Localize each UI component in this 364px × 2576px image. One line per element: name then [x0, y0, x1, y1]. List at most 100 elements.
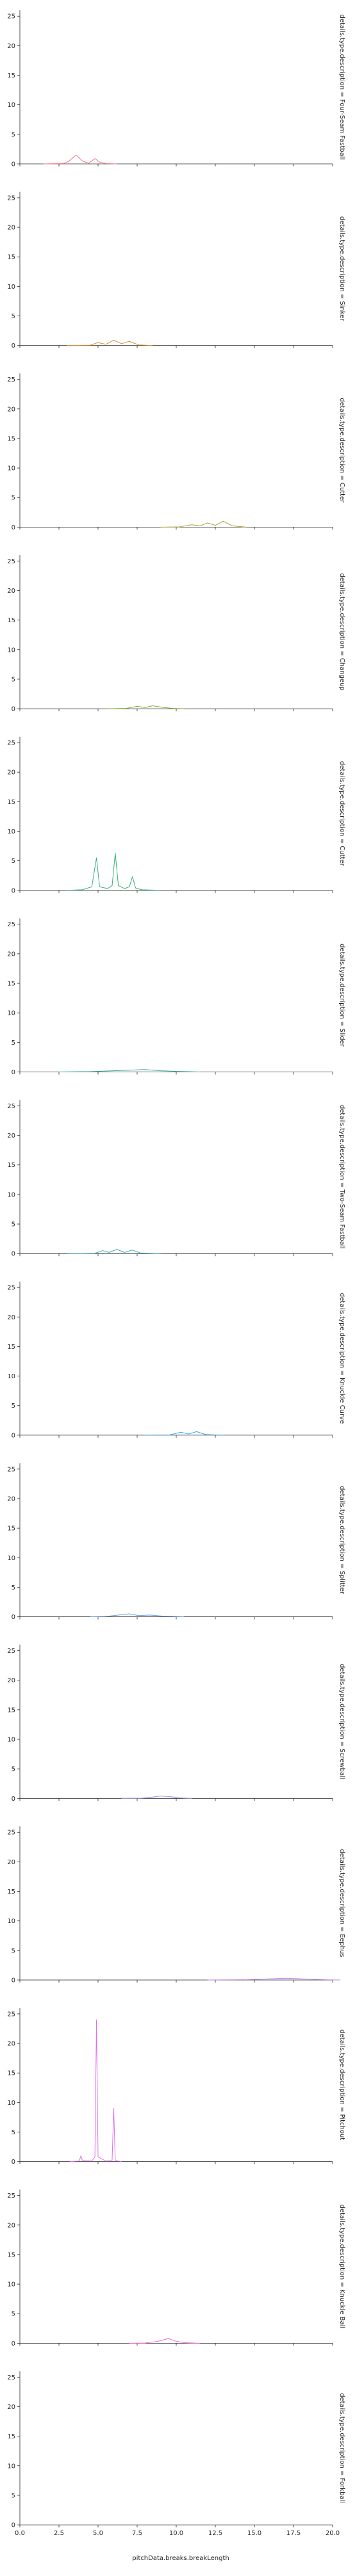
y-tick-label: 10	[7, 2463, 15, 2470]
x-tick-label: 2.5	[54, 2530, 64, 2537]
y-tick-label: 15	[7, 2251, 15, 2258]
y-tick-label: 20	[7, 2041, 15, 2048]
facet-panel: 0 5 10 15 20 25 details.type.description = Pit…	[7, 2008, 345, 2166]
facet-title: details.type.description = Cutter	[338, 761, 345, 867]
y-tick-label: 25	[7, 558, 15, 565]
facet-panel: 0 5 10 15 20 25 details.type.description = Sli…	[7, 918, 345, 1076]
y-tick-label: 5	[12, 1403, 15, 1410]
y-tick-label: 10	[7, 1191, 15, 1198]
facet-panels: 0 5 10 15 20 25 details.type.description = Fou…	[7, 10, 345, 2537]
y-tick-label: 0	[12, 706, 15, 713]
y-tick-label: 20	[7, 769, 15, 777]
y-tick-label: 20	[7, 43, 15, 50]
y-tick-label: 10	[7, 465, 15, 472]
y-tick-label: 15	[7, 1344, 15, 1351]
y-tick-label: 25	[7, 1830, 15, 1837]
x-tick-label: 0.0	[15, 2530, 25, 2537]
density-line	[207, 1977, 341, 1981]
facet-panel: 0 5 10 15 20 25 details.type.description = Scr…	[7, 1645, 345, 1803]
y-tick-label: 0	[12, 161, 15, 168]
y-tick-label: 10	[7, 284, 15, 291]
facet-title: details.type.description = Screwball	[338, 1664, 345, 1779]
y-tick-label: 0	[12, 2159, 15, 2166]
y-tick-label: 10	[7, 2282, 15, 2289]
y-tick-label: 15	[7, 254, 15, 261]
y-tick-label: 20	[7, 588, 15, 595]
y-tick-label: 25	[7, 1466, 15, 1473]
y-tick-label: 10	[7, 1010, 15, 1017]
y-tick-label: 20	[7, 951, 15, 958]
y-tick-label: 10	[7, 647, 15, 654]
y-tick-label: 15	[7, 435, 15, 442]
y-tick-label: 25	[7, 740, 15, 747]
y-tick-label: 0	[12, 1977, 15, 1984]
density-line	[90, 1613, 185, 1618]
y-tick-label: 5	[12, 131, 15, 138]
density-line	[67, 339, 153, 346]
y-tick-label: 5	[12, 1040, 15, 1047]
density-line	[67, 1249, 161, 1254]
y-tick-label: 25	[7, 2193, 15, 2200]
density-line	[121, 1796, 192, 1799]
y-tick-label: 20	[7, 2404, 15, 2411]
facet-title: details.type.description = Slider	[338, 944, 345, 1047]
x-axis-label: pitchData.breaks.breakLength	[132, 2555, 229, 2562]
y-tick-label: 5	[12, 1947, 15, 1954]
x-tick-label: 7.5	[132, 2530, 142, 2537]
facet-panel: 0 5 10 15 20 25 details.type.description = Cha…	[7, 555, 345, 713]
y-tick-label: 10	[7, 2100, 15, 2107]
y-tick-label: 25	[7, 13, 15, 20]
facet-panel: 0 5 10 15 20 25 details.type.description = Fou…	[7, 10, 345, 168]
facet-title: details.type.description = Eephus	[338, 1849, 345, 1957]
facet-title: details.type.description = Pitchout	[338, 2029, 345, 2140]
y-tick-label: 10	[7, 1555, 15, 1562]
y-tick-label: 5	[12, 1766, 15, 1773]
y-tick-label: 20	[7, 2222, 15, 2229]
facet-title: details.type.description = Sinker	[338, 216, 345, 321]
y-tick-label: 10	[7, 102, 15, 109]
y-tick-label: 15	[7, 1707, 15, 1714]
facet-panel: 0 5 10 15 20 25 details.type.description = Sin…	[7, 191, 345, 350]
facet-title: details.type.description = Forkball	[338, 2393, 345, 2503]
y-tick-label: 0	[12, 887, 15, 894]
y-tick-label: 5	[12, 495, 15, 502]
y-tick-label: 25	[7, 921, 15, 928]
y-tick-label: 20	[7, 225, 15, 232]
y-tick-label: 20	[7, 1859, 15, 1866]
facet-title: details.type.description = Cutter	[338, 398, 345, 504]
facet-title: details.type.description = Two-Seam Fast…	[338, 1105, 345, 1249]
y-tick-label: 5	[12, 676, 15, 683]
y-tick-label: 0	[12, 1614, 15, 1621]
x-tick-label: 5.0	[93, 2530, 103, 2537]
y-tick-label: 5	[12, 1584, 15, 1591]
y-tick-label: 10	[7, 828, 15, 835]
y-tick-label: 20	[7, 406, 15, 413]
y-tick-label: 0	[12, 2522, 15, 2529]
facet-panel: 0 5 10 15 20 25 details.type.description = Spl…	[7, 1463, 345, 1621]
density-line	[106, 705, 185, 709]
facet-title: details.type.description = Knuckle Curve	[338, 1293, 345, 1424]
x-tick-label: 12.5	[208, 2530, 222, 2537]
y-tick-label: 0	[12, 1796, 15, 1803]
density-line	[43, 154, 117, 165]
y-tick-label: 25	[7, 2374, 15, 2381]
y-tick-label: 15	[7, 2070, 15, 2077]
facet-panel: 0 5 10 15 20 25 details.type.description = Knu…	[7, 1281, 345, 1439]
facet-title: details.type.description = Changeup	[338, 573, 345, 690]
y-tick-label: 15	[7, 1162, 15, 1169]
y-tick-label: 5	[12, 2492, 15, 2499]
facet-title: details.type.description = Knuckle Ball	[338, 2205, 345, 2329]
y-tick-label: 15	[7, 799, 15, 806]
y-tick-label: 0	[12, 524, 15, 531]
facet-panel: 0 5 10 15 20 25 details.type.description = Knu…	[7, 2189, 345, 2347]
density-line	[70, 2019, 122, 2162]
y-tick-label: 0	[12, 1069, 15, 1076]
facet-panel: 0 5 10 15 20 25 0.0 2.5 5.0 7.5 10.0 12.5 15.0 17.5 20…	[7, 2371, 345, 2537]
y-tick-label: 20	[7, 1495, 15, 1502]
y-tick-label: 25	[7, 195, 15, 202]
density-line	[67, 853, 161, 891]
y-tick-label: 0	[12, 342, 15, 350]
y-tick-label: 0	[12, 1432, 15, 1439]
facet-title: details.type.description = Splitter	[338, 1486, 345, 1595]
